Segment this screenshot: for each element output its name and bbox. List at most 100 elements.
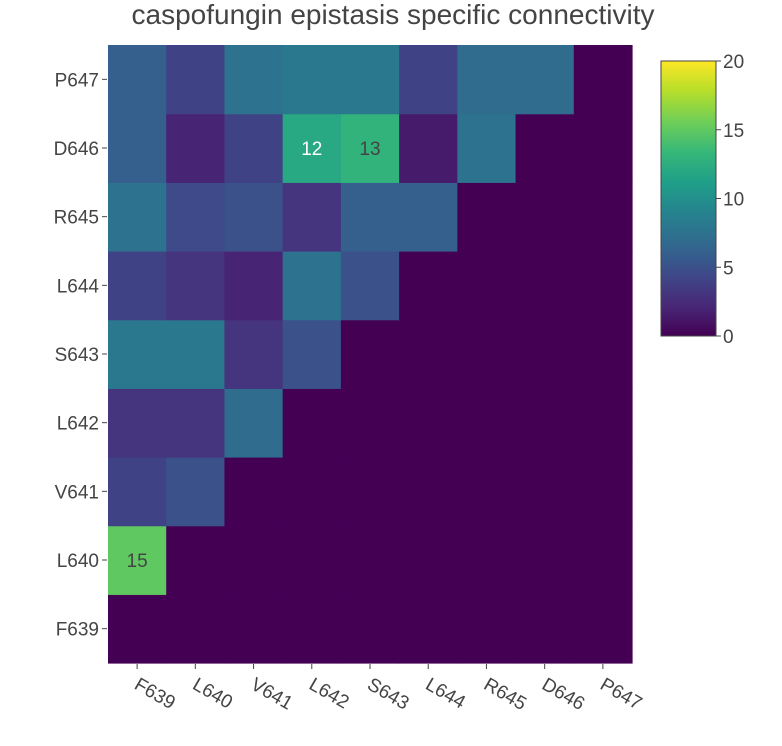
heatmap-cell-P647-D646 <box>573 113 633 183</box>
heatmap-cell-S643-P647 <box>340 45 400 115</box>
heatmap-cell-S643-L644 <box>340 251 400 321</box>
heatmap-cell-S643-D646 <box>340 113 400 183</box>
heatmap-cell-L642-S643 <box>282 319 342 389</box>
heatmap-cell-F639-L640 <box>108 525 167 595</box>
colorbar-tick-label: 20 <box>723 52 744 73</box>
y-tick-label: L640 <box>57 551 99 572</box>
heatmap-cell-D646-S643 <box>515 319 575 389</box>
heatmap-cell-P647-V641 <box>573 457 633 527</box>
heatmap-cell-L640-D646 <box>166 113 226 183</box>
chart-title: caspofungin epistasis specific connectiv… <box>132 0 655 30</box>
heatmap-cell-S643-F639 <box>340 594 400 664</box>
x-tick-label: V641 <box>247 674 296 714</box>
heatmap-cell-F639-P647 <box>108 45 167 115</box>
heatmap-cell-F639-L644 <box>108 251 167 321</box>
x-tick-label: D646 <box>538 674 588 715</box>
heatmap-cell-L642-F639 <box>282 594 342 664</box>
cell-annotation: 12 <box>301 139 322 160</box>
x-tick-label: F639 <box>131 674 179 714</box>
heatmap-cell-L644-D646 <box>399 113 458 183</box>
heatmap-cell-L644-S643 <box>399 319 458 389</box>
y-tick-label: F639 <box>56 620 99 641</box>
heatmap-cell-D646-P647 <box>515 45 575 115</box>
heatmap-cell-P647-F639 <box>573 594 633 664</box>
x-axis: F639 L640 V641 L642 S643 L644 R645 D646 P647 <box>131 664 645 715</box>
heatmap-cell-L640-R645 <box>166 182 226 252</box>
heatmap-cell-D646-R645 <box>515 182 575 252</box>
heatmap-cell-D646-L642 <box>515 388 575 458</box>
heatmap-cell-L644-L642 <box>399 388 458 458</box>
heatmap-cell-S643-R645 <box>340 182 400 252</box>
heatmap-cell-V641-P647 <box>224 45 284 115</box>
heatmap-cell-F639-R645 <box>108 182 167 252</box>
heatmap-cell-R645-S643 <box>457 319 517 389</box>
x-tick-label: P647 <box>596 674 645 714</box>
y-tick-label: P647 <box>55 70 99 91</box>
heatmap-cell-L640-V641 <box>166 457 226 527</box>
heatmap-cell-L644-P647 <box>399 45 458 115</box>
colorbar-tick-label: 15 <box>723 121 744 142</box>
heatmap-cell-F639-L642 <box>108 388 167 458</box>
y-tick-label: D646 <box>54 139 99 160</box>
heatmap-cell-P647-L642 <box>573 388 633 458</box>
x-tick-label: L642 <box>305 674 352 713</box>
heatmap-cell-L640-S643 <box>166 319 226 389</box>
y-tick-label: S643 <box>55 345 99 366</box>
cell-annotations: 15 12 13 <box>127 139 381 572</box>
heatmap-cell-F639-S643 <box>108 319 167 389</box>
heatmap-cell-V641-V641 <box>224 457 284 527</box>
heatmap-cell-L644-R645 <box>399 182 458 252</box>
colorbar: 0 5 10 15 20 <box>660 52 744 348</box>
heatmap-cell-L644-L644 <box>399 251 458 321</box>
heatmap-cell-P647-R645 <box>573 182 633 252</box>
y-tick-label: L642 <box>57 414 99 435</box>
heatmap-cells <box>108 45 633 664</box>
x-tick-label: L640 <box>189 674 236 713</box>
heatmap-cell-P647-S643 <box>573 319 633 389</box>
heatmap-cell-L642-L644 <box>282 251 342 321</box>
x-tick-label: S643 <box>364 674 413 714</box>
heatmap-cell-L642-L640 <box>282 525 342 595</box>
x-tick-label: R645 <box>480 674 530 715</box>
heatmap-cell-D646-L640 <box>515 525 575 595</box>
heatmap-cell-P647-L644 <box>573 251 633 321</box>
heatmap-cell-D646-V641 <box>515 457 575 527</box>
heatmap-cell-V641-R645 <box>224 182 284 252</box>
heatmap-cell-L642-D646 <box>282 113 342 183</box>
y-axis: F639 L640 V641 L642 S643 L644 R645 D646 P647 <box>54 70 107 641</box>
heatmap-cell-R645-L642 <box>457 388 517 458</box>
cell-annotation: 13 <box>359 139 380 160</box>
heatmap-cell-D646-F639 <box>515 594 575 664</box>
heatmap-cell-R645-F639 <box>457 594 517 664</box>
x-tick-label: L644 <box>422 674 469 714</box>
heatmap-cell-L644-F639 <box>399 594 458 664</box>
cell-annotation: 15 <box>127 551 148 572</box>
heatmap-cell-R645-D646 <box>457 113 517 183</box>
heatmap-cell-F639-F639 <box>108 594 167 664</box>
heatmap-cell-R645-L644 <box>457 251 517 321</box>
heatmap-cell-L644-L640 <box>399 525 458 595</box>
heatmap-cell-D646-D646 <box>515 113 575 183</box>
heatmap-cell-V641-D646 <box>224 113 284 183</box>
heatmap-cell-S643-S643 <box>340 319 400 389</box>
colorbar-tick-label: 10 <box>723 190 744 211</box>
heatmap-cell-V641-L642 <box>224 388 284 458</box>
heatmap-cell-F639-D646 <box>108 113 167 183</box>
heatmap-cell-L640-P647 <box>166 45 226 115</box>
heatmap-cell-S643-L640 <box>340 525 400 595</box>
heatmap-cell-V641-S643 <box>224 319 284 389</box>
y-tick-label: L644 <box>57 276 100 297</box>
heatmap-cell-L640-F639 <box>166 594 226 664</box>
heatmap-cell-L640-L642 <box>166 388 226 458</box>
heatmap-cell-F639-V641 <box>108 457 167 527</box>
heatmap-cell-L644-V641 <box>399 457 458 527</box>
colorbar-tick-label: 5 <box>723 258 734 279</box>
heatmap-cell-P647-P647 <box>573 45 633 115</box>
heatmap-cell-L642-R645 <box>282 182 342 252</box>
heatmap-cell-L640-L644 <box>166 251 226 321</box>
heatmap-cell-S643-L642 <box>340 388 400 458</box>
heatmap-cell-R645-P647 <box>457 45 517 115</box>
heatmap-cell-D646-L644 <box>515 251 575 321</box>
heatmap-cell-R645-V641 <box>457 457 517 527</box>
